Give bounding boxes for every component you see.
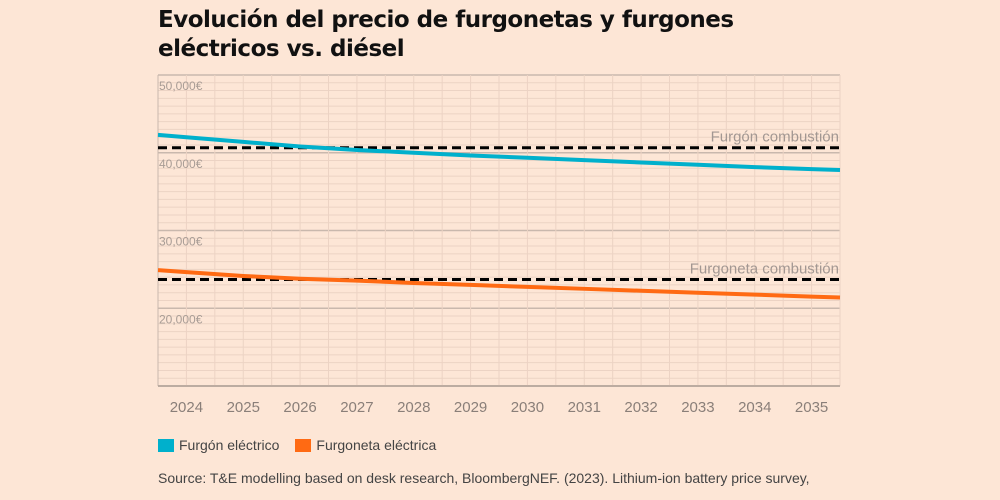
legend-swatch (158, 439, 174, 452)
reference-line-label: Furgoneta combustión (690, 260, 839, 277)
x-tick-label: 2035 (795, 399, 828, 416)
x-tick-label: 2034 (738, 399, 771, 416)
series-line (157, 132, 841, 173)
source-note: Source: T&E modelling based on desk rese… (158, 470, 810, 486)
legend: Furgón eléctrico Furgoneta eléctrica (158, 437, 436, 453)
reference-line-label: Furgón combustión (711, 129, 839, 146)
x-tick-label: 2032 (624, 399, 657, 416)
legend-label: Furgoneta eléctrica (316, 437, 437, 453)
legend-swatch (295, 439, 312, 452)
x-tick-label: 2028 (397, 399, 430, 416)
chart-title: Evolución del precio de furgonetas y fur… (158, 7, 734, 62)
y-tick-label: 50,000€ (159, 79, 203, 93)
legend-item-furgon: Furgón eléctrico (158, 437, 279, 453)
legend-item-furgoneta: Furgoneta eléctrica (295, 437, 436, 453)
y-tick-label: 20,000€ (159, 312, 203, 326)
x-tick-label: 2026 (283, 399, 316, 416)
y-tick-label: 30,000€ (159, 235, 203, 249)
x-tick-label: 2033 (681, 399, 714, 416)
x-tick-label: 2024 (170, 399, 203, 416)
x-tick-label: 2027 (340, 399, 373, 416)
legend-label: Furgón eléctrico (179, 437, 280, 453)
x-tick-label: 2025 (227, 399, 260, 416)
x-tick-label: 2031 (568, 399, 601, 416)
x-tick-label: 2030 (511, 399, 544, 416)
x-tick-label: 2029 (454, 399, 487, 416)
y-tick-label: 40,000€ (159, 157, 203, 171)
series-line (157, 268, 841, 300)
